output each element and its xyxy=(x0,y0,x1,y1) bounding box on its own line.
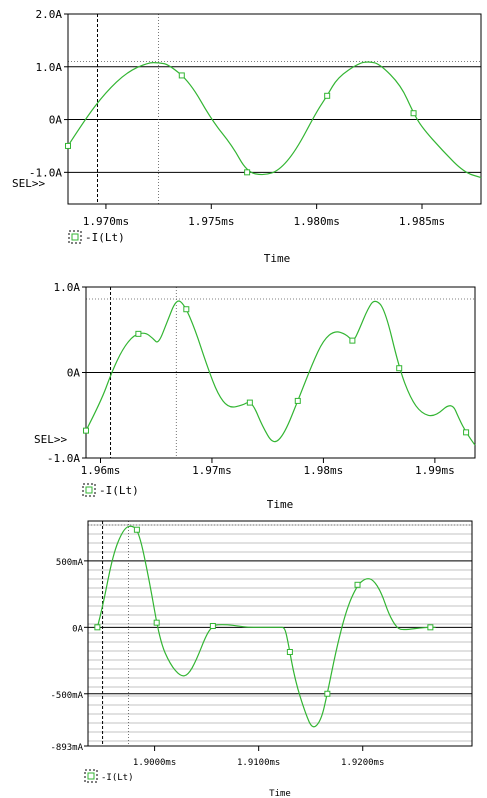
legend-label: -I(Lt) xyxy=(85,231,125,244)
legend-marker-icon xyxy=(82,483,96,497)
chart-2-x-ticks: 1.96ms 1.97ms 1.98ms 1.99ms xyxy=(81,458,455,477)
chart-3-trace-line xyxy=(96,525,436,728)
chart-2: 1.0A 0A -1.0A 1.96ms 1.97ms 1.98ms 1.99ms SEL… xyxy=(34,281,476,511)
legend-marker-icon xyxy=(84,769,98,783)
x-tick-label: 1.96ms xyxy=(81,464,121,477)
x-tick-label: 1.9100ms xyxy=(237,758,280,768)
x-tick-label: 1.97ms xyxy=(192,464,232,477)
trace-marker xyxy=(396,365,403,372)
x-tick-label: 1.985ms xyxy=(399,215,445,228)
trace-marker xyxy=(294,397,301,404)
trace-marker xyxy=(427,624,434,631)
legend-square-icon xyxy=(85,486,93,494)
chart-1-sel-label: SEL>> xyxy=(12,177,45,190)
trace-marker xyxy=(410,110,417,117)
trace-marker xyxy=(324,690,331,697)
trace-marker xyxy=(286,649,293,656)
trace-marker xyxy=(65,142,71,149)
y-tick-label: 0A xyxy=(72,624,83,634)
chart-3-grid xyxy=(88,524,472,742)
chart-1-legend[interactable]: -I(Lt) xyxy=(68,230,125,244)
chart-2-x-axis-label: Time xyxy=(267,498,294,511)
x-tick-label: 1.980ms xyxy=(293,215,339,228)
trace-marker xyxy=(246,399,253,406)
y-tick-label: 0A xyxy=(49,114,63,127)
chart-2-y-ticks: 1.0A 0A -1.0A xyxy=(47,281,86,465)
y-tick-label: -893mA xyxy=(50,743,83,753)
trace-marker xyxy=(133,526,140,533)
y-tick-label: -500mA xyxy=(50,691,83,701)
x-tick-label: 1.98ms xyxy=(304,464,344,477)
chart-3-x-ticks: 1.9000ms 1.9100ms 1.9200ms xyxy=(133,746,384,768)
legend-label: -I(Lt) xyxy=(99,484,139,497)
y-tick-label: 0A xyxy=(67,367,81,380)
chart-1-trace-line xyxy=(67,61,482,179)
legend-marker-icon xyxy=(68,230,82,244)
trace-marker xyxy=(83,427,89,434)
trace-marker xyxy=(209,622,216,629)
trace-marker xyxy=(349,337,356,344)
y-tick-label: 1.0A xyxy=(54,281,81,294)
trace-marker xyxy=(94,624,101,631)
chart-3-y-ticks: 500mA 0A -500mA -893mA xyxy=(50,558,88,753)
chart-3-legend[interactable]: -I(Lt) xyxy=(84,769,134,783)
legend-square-icon xyxy=(71,233,79,241)
legend-square-icon xyxy=(87,772,95,780)
chart-3-plot-frame xyxy=(87,520,473,747)
chart-2-legend[interactable]: -I(Lt) xyxy=(82,483,139,497)
legend-label: -I(Lt) xyxy=(101,773,134,783)
x-tick-label: 1.975ms xyxy=(188,215,234,228)
trace-marker xyxy=(153,619,160,626)
x-tick-label: 1.970ms xyxy=(83,215,129,228)
chart-1-cursors xyxy=(68,14,481,204)
trace-marker xyxy=(183,306,190,313)
chart-2-cursors xyxy=(86,287,475,458)
chart-1-grid xyxy=(68,66,481,173)
trace-marker xyxy=(324,92,331,99)
y-tick-label: -1.0A xyxy=(47,452,80,465)
x-tick-label: 1.9200ms xyxy=(341,758,384,768)
chart-1-markers xyxy=(65,72,417,176)
trace-marker xyxy=(463,429,470,436)
y-tick-label: 1.0A xyxy=(36,61,63,74)
chart-1-x-ticks: 1.970ms 1.975ms 1.980ms 1.985ms xyxy=(83,204,445,228)
trace-marker xyxy=(354,581,361,588)
chart-2-markers xyxy=(83,306,470,436)
x-tick-label: 1.99ms xyxy=(415,464,455,477)
trace-marker xyxy=(178,72,185,79)
chart-1-x-axis-label: Time xyxy=(264,252,291,265)
trace-marker xyxy=(135,330,142,337)
chart-3-cursors xyxy=(88,521,472,746)
chart-2-sel-label: SEL>> xyxy=(34,433,67,446)
chart-1-plot-frame xyxy=(67,13,482,205)
chart-1-y-ticks: 2.0A 1.0A 0A -1.0A xyxy=(29,8,68,179)
y-tick-label: -1.0A xyxy=(29,166,62,179)
chart-3: 500mA 0A -500mA -893mA 1.9000ms 1.9100ms 1.92… xyxy=(50,520,473,798)
x-tick-label: 1.9000ms xyxy=(133,758,176,768)
trace-marker xyxy=(244,169,251,176)
chart-3-x-axis-label: Time xyxy=(269,789,291,798)
chart-3-markers xyxy=(94,526,434,697)
chart-2-trace-line xyxy=(85,300,476,446)
y-tick-label: 2.0A xyxy=(36,8,63,21)
y-tick-label: 500mA xyxy=(56,558,84,568)
